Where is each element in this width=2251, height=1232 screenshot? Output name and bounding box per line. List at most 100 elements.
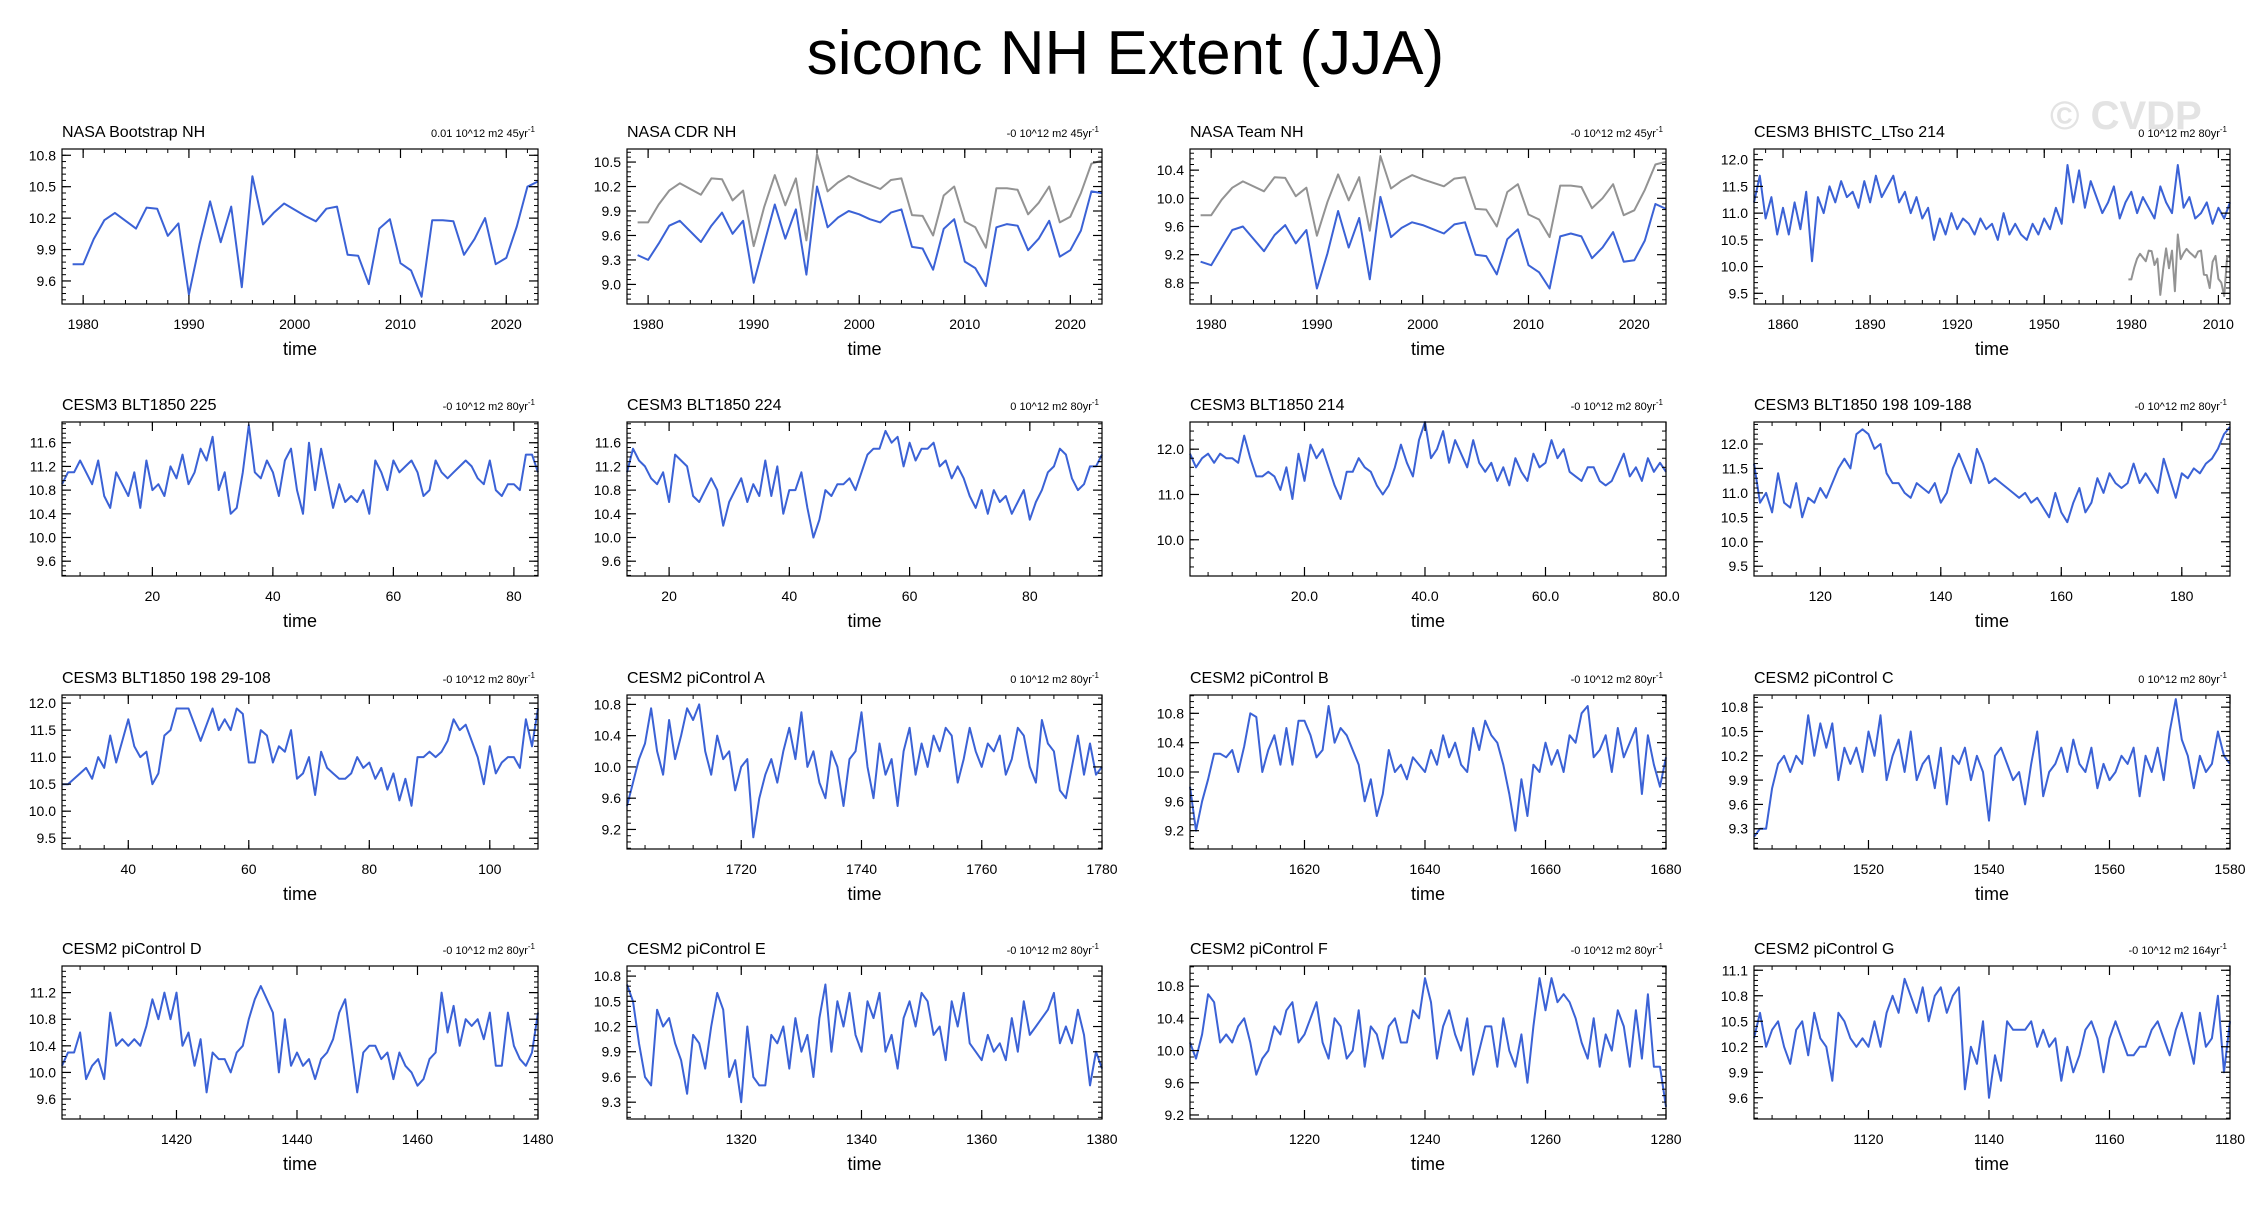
- panel-title: NASA Bootstrap NH: [62, 124, 205, 141]
- x-axis-label: time: [283, 884, 317, 904]
- plot-frame: [61, 148, 539, 305]
- x-tick-label: 180: [2170, 588, 2194, 604]
- series-line-1: [62, 707, 539, 807]
- x-tick-label: 120: [1809, 588, 1833, 604]
- series-line-2: [637, 185, 1103, 288]
- x-tick-label: 1660: [1530, 861, 1561, 877]
- plot-frame: [1189, 421, 1667, 577]
- y-tick-label: 9.5: [1729, 558, 1749, 574]
- y-tick-label: 9.9: [1729, 772, 1749, 788]
- panel-8: 120 140 160 180 9.5 10.0 10.5 11.0 11.5 12.0 CESM3…: [1721, 397, 2231, 631]
- x-axis-label: time: [847, 884, 881, 904]
- x-axis-label: time: [1975, 1154, 2009, 1174]
- x-tick-label: 1440: [281, 1131, 312, 1147]
- y-tick-label: 10.0: [1721, 259, 1748, 275]
- x-tick-label: 1360: [966, 1131, 997, 1147]
- panel-title: CESM2 piControl C: [1754, 670, 1894, 687]
- panel-title: CESM2 piControl B: [1190, 670, 1329, 687]
- x-tick-label: 40: [782, 588, 798, 604]
- panel-title: CESM3 BLT1850 225: [62, 397, 217, 414]
- x-tick-label: 1240: [1409, 1131, 1440, 1147]
- panel-title: CESM3 BLT1850 198 109-188: [1754, 397, 1972, 414]
- y-tick-label: 9.6: [1165, 219, 1185, 235]
- trend-exponent: -1: [2220, 125, 2228, 134]
- x-tick-label: 1120: [1853, 1131, 1883, 1147]
- series-line-1: [1189, 421, 1667, 500]
- x-tick-label: 20: [661, 588, 677, 604]
- x-axis-label: time: [1411, 884, 1445, 904]
- x-tick-label: 1980: [2116, 316, 2147, 332]
- y-tick-label: 9.3: [602, 252, 622, 268]
- panel-3: 1980 1990 2000 2010 2020 8.8 9.2 9.6 10.0 10.4 NAS…: [1157, 124, 1667, 359]
- y-tick-label: 11.6: [595, 435, 621, 451]
- y-tick-label: 10.2: [1721, 1039, 1748, 1055]
- y-tick-label: 10.2: [594, 179, 621, 195]
- series-line-1: [72, 175, 539, 298]
- y-tick-label: 11.0: [1722, 485, 1748, 501]
- y-tick-label: 10.8: [29, 147, 56, 163]
- panel-14: 1320 1340 1360 1380 9.3 9.6 9.9 10.2 10.5 10.8 CES…: [594, 941, 1118, 1174]
- series-line-1: [1753, 164, 2231, 263]
- x-tick-label: 1980: [633, 316, 664, 332]
- x-tick-label: 60: [902, 588, 918, 604]
- plot-frame: [1189, 965, 1667, 1120]
- series-line-1: [626, 429, 1103, 539]
- x-tick-label: 1320: [726, 1131, 757, 1147]
- y-tick-label: 11.0: [30, 749, 56, 765]
- x-tick-label: 2010: [1513, 316, 1544, 332]
- x-axis-label: time: [1411, 339, 1445, 359]
- x-tick-label: 1720: [726, 861, 757, 877]
- panel-title: NASA CDR NH: [627, 124, 736, 141]
- x-tick-label: 1160: [2094, 1131, 2124, 1147]
- panel-title: CESM2 piControl G: [1754, 941, 1895, 958]
- x-tick-label: 160: [2050, 588, 2074, 604]
- panel-9: 40 60 80 100 9.5 10.0 10.5 11.0 11.5 12.0 CESM3 BL…: [29, 670, 539, 904]
- trend-exponent: -1: [1656, 942, 1664, 951]
- panel-10: 1720 1740 1760 1780 9.2 9.6 10.0 10.4 10.8 CESM2 …: [594, 670, 1118, 904]
- y-tick-label: 9.6: [37, 273, 57, 289]
- y-tick-label: 10.8: [1157, 978, 1184, 994]
- y-tick-label: 9.6: [1165, 793, 1185, 809]
- x-tick-label: 2020: [1619, 316, 1650, 332]
- x-tick-label: 1780: [1086, 861, 1117, 877]
- x-axis-label: time: [847, 339, 881, 359]
- x-tick-label: 1620: [1289, 861, 1320, 877]
- y-tick-label: 10.8: [594, 696, 621, 712]
- x-tick-label: 60: [386, 588, 402, 604]
- y-tick-label: 10.4: [29, 506, 56, 522]
- y-tick-label: 9.2: [602, 821, 622, 837]
- x-tick-label: 40: [120, 861, 136, 877]
- x-tick-label: 2010: [385, 316, 416, 332]
- series-line-1: [626, 703, 1103, 839]
- panel-title: CESM2 piControl F: [1190, 941, 1328, 958]
- y-tick-label: 10.4: [1157, 1010, 1184, 1026]
- y-tick-label: 10.0: [594, 530, 621, 546]
- y-tick-label: 11.5: [30, 722, 56, 738]
- x-axis-label: time: [1411, 611, 1445, 631]
- x-axis-label: time: [283, 339, 317, 359]
- x-tick-label: 2010: [2203, 316, 2234, 332]
- y-tick-label: 10.0: [29, 530, 56, 546]
- x-tick-label: 2020: [491, 316, 522, 332]
- y-tick-label: 9.3: [602, 1094, 622, 1110]
- y-tick-label: 12.0: [1157, 441, 1184, 457]
- plot-frame: [61, 965, 539, 1120]
- y-tick-label: 10.2: [1721, 748, 1748, 764]
- trend-exponent: -1: [1656, 671, 1664, 680]
- y-tick-label: 11.5: [1722, 460, 1748, 476]
- trend-label: 0.01 10^12 m2 45yr-1: [431, 125, 536, 140]
- x-tick-label: 1860: [1767, 316, 1798, 332]
- panel-6: 20 40 60 80 9.6 10.0 10.4 10.8 11.2 11.6 CESM3 BLT…: [594, 397, 1103, 631]
- series-line-1: [1753, 426, 2231, 524]
- y-tick-label: 10.8: [594, 482, 621, 498]
- panel-title: CESM2 piControl A: [627, 670, 765, 687]
- y-tick-label: 9.9: [602, 203, 622, 219]
- series-line-2: [2128, 233, 2230, 297]
- panel-2: 1980 1990 2000 2010 2020 9.0 9.3 9.6 9.9 10.2 10.5…: [594, 124, 1103, 359]
- x-tick-label: 1990: [173, 316, 204, 332]
- y-tick-label: 10.2: [594, 1019, 621, 1035]
- x-tick-label: 1540: [1973, 861, 2004, 877]
- y-tick-label: 10.0: [1157, 532, 1184, 548]
- series-line-1: [61, 424, 539, 515]
- y-tick-label: 9.5: [37, 830, 57, 846]
